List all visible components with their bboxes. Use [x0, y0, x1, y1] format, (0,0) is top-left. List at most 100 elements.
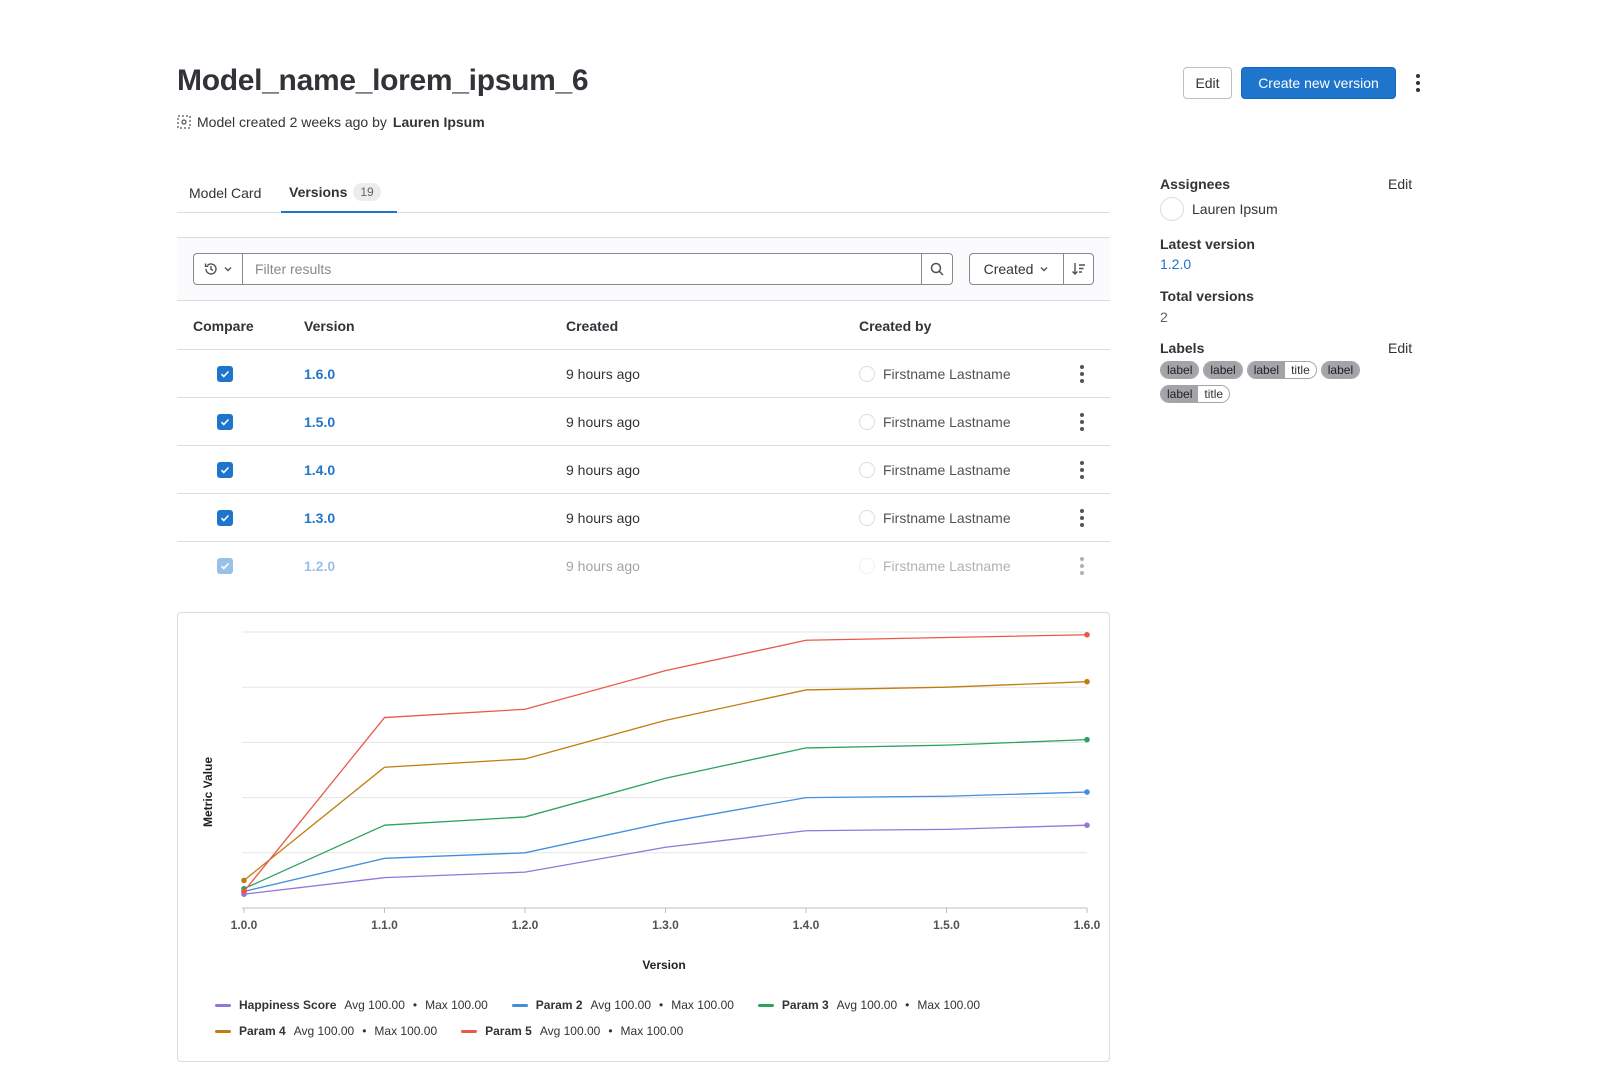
assignees-heading: Assignees	[1160, 176, 1231, 192]
chevron-down-icon	[224, 267, 232, 272]
creator-name[interactable]: Firstname Lastname	[883, 510, 1011, 526]
table-row: 1.6.0 9 hours ago Firstname Lastname	[177, 350, 1110, 398]
compare-checkbox[interactable]	[217, 462, 233, 478]
compare-checkbox[interactable]	[217, 558, 233, 574]
label-badge[interactable]: label	[1203, 361, 1243, 379]
data-point[interactable]	[241, 877, 247, 884]
version-link[interactable]: 1.5.0	[304, 414, 336, 430]
labels-list: label label label title label label title	[1160, 361, 1390, 409]
x-tick-label: 1.6.0	[1074, 918, 1101, 932]
assignees-edit-link[interactable]: Edit	[1388, 176, 1413, 192]
legend-swatch	[461, 1029, 478, 1033]
col-created-by: Created by	[859, 318, 932, 334]
meta-text: Model created 2 weeks ago by	[197, 114, 387, 130]
search-icon	[930, 262, 944, 276]
row-actions-icon[interactable]	[1077, 446, 1087, 494]
tab-versions[interactable]: Versions 19	[281, 172, 397, 213]
legend-item[interactable]: Param 2 Avg 100.00 • Max 100.00	[511, 998, 734, 1012]
legend-item[interactable]: Param 5 Avg 100.00 • Max 100.00	[461, 1024, 683, 1038]
creator-name[interactable]: Firstname Lastname	[883, 414, 1011, 430]
label-badge[interactable]: label	[1160, 361, 1200, 379]
series-line[interactable]	[243, 824, 1088, 895]
label-badge[interactable]: label title	[1246, 361, 1317, 379]
avatar	[859, 462, 875, 478]
chevron-down-icon	[1040, 267, 1048, 272]
created-cell: 9 hours ago	[566, 414, 640, 430]
row-actions-icon[interactable]	[1077, 350, 1087, 398]
sort-lowest-icon	[1071, 263, 1085, 275]
legend-item[interactable]: Param 4 Avg 100.00 • Max 100.00	[215, 1024, 437, 1038]
assignee-name: Lauren Ipsum	[1192, 201, 1278, 217]
data-point[interactable]	[1084, 789, 1090, 795]
creator-name[interactable]: Firstname Lastname	[883, 366, 1011, 382]
created-cell: 9 hours ago	[566, 462, 640, 478]
sort-dropdown[interactable]: Created	[969, 253, 1064, 285]
series-line[interactable]	[243, 681, 1088, 881]
x-tick-label: 1.1.0	[371, 918, 398, 932]
legend-item[interactable]: Happiness Score Avg 100.00 • Max 100.00	[215, 998, 488, 1012]
creator-name[interactable]: Firstname Lastname	[883, 558, 1011, 574]
sort-direction-button[interactable]	[1063, 253, 1094, 285]
data-point[interactable]	[1084, 678, 1090, 685]
table-row: 1.2.0 9 hours ago Firstname Lastname	[177, 542, 1110, 590]
table-row: 1.3.0 9 hours ago Firstname Lastname	[177, 494, 1110, 542]
version-link[interactable]: 1.3.0	[304, 510, 336, 526]
legend-swatch	[511, 1003, 528, 1007]
series-line[interactable]	[243, 634, 1088, 892]
edit-button[interactable]: Edit	[1183, 67, 1232, 99]
label-badge[interactable]: label title	[1160, 385, 1231, 403]
model-icon	[177, 115, 191, 129]
tab-model-card[interactable]: Model Card	[189, 184, 262, 201]
recent-searches-button[interactable]	[193, 253, 242, 285]
col-compare: Compare	[193, 318, 254, 334]
created-cell: 9 hours ago	[566, 558, 640, 574]
labels-edit-link[interactable]: Edit	[1388, 340, 1413, 356]
compare-checkbox[interactable]	[217, 510, 233, 526]
avatar	[1160, 197, 1184, 221]
tabs: Model Card Versions 19	[177, 172, 1110, 213]
assignee[interactable]: Lauren Ipsum	[1160, 197, 1278, 221]
legend-item[interactable]: Param 3 Avg 100.00 • Max 100.00	[757, 998, 980, 1012]
latest-version-link[interactable]: 1.2.0	[1160, 256, 1192, 272]
x-tick-label: 1.2.0	[512, 918, 539, 932]
x-tick-label: 1.3.0	[652, 918, 679, 932]
compare-checkbox[interactable]	[217, 414, 233, 430]
tab-versions-label: Versions	[289, 183, 348, 200]
search-button[interactable]	[921, 253, 953, 285]
series-line[interactable]	[243, 791, 1088, 893]
compare-checkbox[interactable]	[217, 366, 233, 382]
version-link[interactable]: 1.6.0	[304, 366, 336, 382]
labels-heading: Labels	[1160, 340, 1205, 356]
row-actions-icon[interactable]	[1077, 494, 1087, 542]
avatar	[859, 510, 875, 526]
x-tick-label: 1.4.0	[793, 918, 820, 932]
label-badge[interactable]: label	[1320, 361, 1361, 379]
row-actions-icon[interactable]	[1077, 542, 1087, 590]
row-actions-icon[interactable]	[1077, 398, 1087, 446]
version-link[interactable]: 1.2.0	[304, 558, 336, 574]
x-tick-label: 1.5.0	[933, 918, 960, 932]
table-row: 1.4.0 9 hours ago Firstname Lastname	[177, 446, 1110, 494]
meta-author[interactable]: Lauren Ipsum	[392, 114, 485, 130]
table-header: Compare Version Created Created by	[177, 302, 1110, 350]
legend-swatch	[215, 1003, 231, 1007]
more-actions-icon[interactable]	[1408, 70, 1428, 96]
sort-dropdown-label: Created	[983, 261, 1034, 277]
legend-swatch	[757, 1003, 774, 1007]
chart-legend-row-2: Param 4 Avg 100.00 • Max 100.00 Param 5 Av…	[215, 1024, 707, 1038]
x-axis-label: Version	[642, 958, 685, 972]
data-point[interactable]	[241, 888, 247, 895]
data-point[interactable]	[1084, 822, 1090, 828]
data-point[interactable]	[1084, 631, 1090, 638]
history-icon	[204, 263, 217, 275]
versions-count-badge: 19	[353, 182, 381, 201]
created-cell: 9 hours ago	[566, 366, 640, 382]
create-version-button[interactable]: Create new version	[1241, 67, 1396, 99]
series-line[interactable]	[243, 738, 1088, 890]
created-cell: 9 hours ago	[566, 510, 640, 526]
data-point[interactable]	[1084, 736, 1090, 743]
version-link[interactable]: 1.4.0	[304, 462, 336, 478]
creator-name[interactable]: Firstname Lastname	[883, 462, 1011, 478]
x-tick-label: 1.0.0	[231, 918, 258, 932]
search-input[interactable]	[242, 253, 922, 285]
